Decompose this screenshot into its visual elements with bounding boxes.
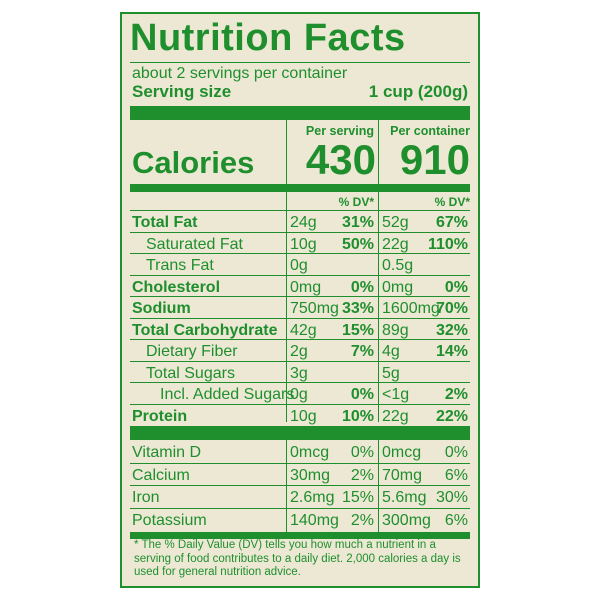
nutrient-row-amount-serving: 42g <box>290 321 317 339</box>
divider <box>130 62 470 63</box>
vitamin-row-amount-container: 0mcg <box>382 444 422 461</box>
nutrient-row-label: Total Fat <box>132 214 198 231</box>
vitamin-row-dv-container: 6% <box>444 466 468 484</box>
vitamin-row-label: Vitamin D <box>132 444 202 461</box>
nutrient-row-dv-serving: 0% <box>350 278 374 296</box>
dv-header-serving: % DV* <box>338 195 374 209</box>
vitamin-row-amount-serving: 0mcg <box>290 444 330 461</box>
nutrient-row-dv-container: 70% <box>435 300 468 317</box>
row-divider <box>130 403 470 405</box>
nutrient-row-amount-container: 89g <box>382 321 409 339</box>
nutrient-row-amount-container: 1600mg <box>382 300 440 317</box>
nutrient-row-dv-serving: 33% <box>341 300 374 317</box>
nutrient-row-dv-container: 22% <box>435 407 468 425</box>
nutrient-row-amount-container: 4g <box>382 343 400 360</box>
vitamin-row-dv-serving: 2% <box>350 466 374 484</box>
per-container-header: Per container <box>390 124 470 138</box>
column-divider <box>378 120 379 422</box>
nutrient-row-amount-serving: 10g <box>290 235 317 253</box>
nutrient-row-dv-container: 32% <box>435 321 468 339</box>
nutrient-row-amount-serving: 3g <box>290 364 308 382</box>
row-divider <box>130 339 470 340</box>
vitamin-row-label: Iron <box>132 489 160 506</box>
per-serving-header: Per serving <box>305 124 374 138</box>
vitamin-row-amount-container: 300mg <box>382 511 431 529</box>
row-divider <box>130 210 470 211</box>
servings-per-container: about 2 servings per container <box>132 65 348 82</box>
row-divider <box>130 382 470 383</box>
nutrient-row-amount-serving: 0g <box>290 257 308 274</box>
row-divider <box>130 253 470 254</box>
nutrient-row-amount-container: 5g <box>382 364 400 382</box>
nutrient-row-amount-serving: 0g <box>290 386 308 403</box>
vitamin-row-dv-serving: 15% <box>341 489 374 506</box>
thick-divider <box>130 184 470 192</box>
serving-size-value: 1 cup (200g) <box>368 82 468 101</box>
nutrient-row-amount-serving: 10g <box>290 407 317 425</box>
nutrient-row-label: Total Sugars <box>146 364 235 382</box>
vitamin-row-dv-container: 6% <box>444 511 468 529</box>
nutrient-row-label: Cholesterol <box>132 278 221 296</box>
nutrient-row-amount-container: 0.5g <box>382 257 414 274</box>
thick-divider <box>130 532 470 539</box>
row-divider <box>130 462 470 464</box>
vitamin-row-dv-serving: 0% <box>350 444 374 461</box>
nutrient-row-dv-serving: 31% <box>341 214 374 231</box>
nutrient-row-dv-serving: 7% <box>350 343 374 360</box>
vitamin-row-amount-serving: 30mg <box>290 466 331 484</box>
nutrient-row-amount-serving: 2g <box>290 343 308 360</box>
vitamin-row-dv-container: 0% <box>444 444 468 461</box>
nutrient-row-label: Saturated Fat <box>146 235 243 253</box>
nutrient-row-amount-serving: 750mg <box>290 300 339 317</box>
nutrient-row-dv-serving: 0% <box>350 386 374 403</box>
nutrient-row-amount-container: 22g <box>382 235 409 253</box>
nutrient-row-amount-serving: 24g <box>290 214 317 231</box>
nutrient-row-dv-serving: 50% <box>341 235 374 253</box>
thick-divider <box>130 426 470 440</box>
nutrient-row-label: Sodium <box>132 300 191 317</box>
vitamin-row-amount-serving: 140mg <box>290 511 339 529</box>
nutrient-row-amount-container: 0mg <box>382 278 414 296</box>
nutrient-row-amount-container: <1g <box>382 386 410 403</box>
vitamin-row-dv-container: 30% <box>435 489 468 506</box>
nutrient-row-amount-serving: 0mg <box>290 278 322 296</box>
vitamin-row-label: Potassium <box>132 511 207 529</box>
vitamin-row-dv-serving: 2% <box>350 511 374 529</box>
row-divider <box>130 231 470 233</box>
nutrient-row-amount-container: 52g <box>382 214 409 231</box>
label-title: Nutrition Facts <box>130 17 406 59</box>
nutrient-row-dv-container: 110% <box>427 235 468 253</box>
nutrient-row-label: Trans Fat <box>146 257 214 274</box>
nutrient-row-dv-serving: 10% <box>341 407 374 425</box>
column-divider <box>286 120 287 422</box>
nutrient-row-amount-container: 22g <box>382 407 409 425</box>
row-divider <box>130 485 470 486</box>
nutrient-row-dv-serving: 15% <box>341 321 374 339</box>
row-divider <box>130 507 470 509</box>
vitamin-row-amount-serving: 2.6mg <box>290 489 335 506</box>
nutrient-row-label: Protein <box>132 407 188 425</box>
nutrient-row-label: Dietary Fiber <box>146 343 238 360</box>
thick-divider <box>130 106 470 120</box>
nutrition-facts-panel: Nutrition Facts about 2 servings per con… <box>120 12 480 588</box>
row-divider <box>130 317 470 319</box>
row-divider <box>130 360 470 362</box>
vitamin-row-amount-container: 5.6mg <box>382 489 427 506</box>
serving-size-label: Serving size <box>132 82 232 101</box>
footnote: * The % Daily Value (DV) tells you how m… <box>134 539 461 578</box>
calories-per-serving: 430 <box>305 136 376 183</box>
dv-header-container: % DV* <box>434 195 470 209</box>
nutrient-row-dv-container: 2% <box>444 386 468 403</box>
nutrient-row-dv-container: 67% <box>435 214 468 231</box>
calories-label: Calories <box>132 145 255 180</box>
nutrient-row-label: Total Carbohydrate <box>132 321 278 339</box>
row-divider <box>130 274 470 276</box>
nutrient-row-dv-container: 14% <box>435 343 468 360</box>
nutrient-row-label: Incl. Added Sugars <box>160 386 295 403</box>
nutrient-row-dv-container: 0% <box>444 278 468 296</box>
vitamin-row-label: Calcium <box>132 466 190 484</box>
vitamin-row-amount-container: 70mg <box>382 466 423 484</box>
row-divider <box>130 296 470 297</box>
calories-per-container: 910 <box>399 136 470 183</box>
